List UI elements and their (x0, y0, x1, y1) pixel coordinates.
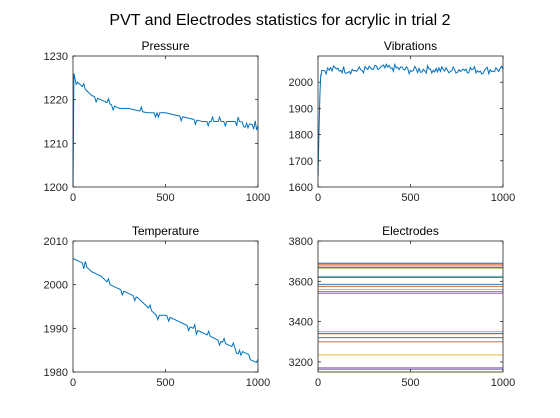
temperature-series-line (72, 258, 259, 364)
vibrations-y-tick-label: 1900 (289, 103, 313, 115)
vibrations-axes-box (317, 55, 504, 188)
temperature-y-tick-label: 1990 (44, 323, 68, 335)
vibrations-y-tick-label: 1600 (289, 182, 313, 194)
vibrations-title: Vibrations (384, 39, 437, 53)
vibrations-y-tick-label: 1800 (289, 130, 313, 142)
pressure-x-tick-label: 0 (70, 192, 76, 204)
electrodes-x-tick-label: 0 (315, 377, 321, 389)
electrodes-y-tick-label: 3200 (289, 357, 313, 369)
electrodes-y-tick-label: 3600 (289, 276, 313, 288)
temperature-y-tick-label: 2000 (44, 280, 68, 292)
pressure-x-tick-label: 500 (156, 192, 174, 204)
vibrations-x-tick-label: 500 (401, 192, 419, 204)
pressure-y-tick-label: 1230 (44, 51, 68, 63)
temperature-title: Temperature (132, 224, 200, 238)
pressure-y-tick-label: 1200 (44, 182, 68, 194)
pressure-y-tick-label: 1210 (44, 138, 68, 150)
temperature-y-tick-label: 1980 (44, 367, 68, 379)
pressure-title: Pressure (141, 39, 189, 53)
vibrations-y-tick-label: 1700 (289, 156, 313, 168)
pressure-x-tick-label: 1000 (246, 192, 270, 204)
pressure-series-line (72, 73, 259, 188)
temperature-x-tick-label: 1000 (246, 377, 270, 389)
electrodes-y-tick-label: 3800 (289, 236, 313, 248)
temperature-x-tick-label: 500 (156, 377, 174, 389)
figure-title: PVT and Electrodes statistics for acryli… (109, 12, 450, 29)
electrodes-axes-box (317, 240, 504, 373)
vibrations-x-tick-label: 0 (315, 192, 321, 204)
vibrations-series-line (317, 62, 504, 177)
temperature-x-tick-label: 0 (70, 377, 76, 389)
vibrations-y-tick-label: 2000 (289, 77, 313, 89)
electrodes-title: Electrodes (382, 224, 439, 238)
temperature-axes-box (72, 240, 259, 373)
electrodes-y-tick-label: 3400 (289, 317, 313, 329)
vibrations-x-tick-label: 1000 (491, 192, 515, 204)
pressure-y-tick-label: 1220 (44, 95, 68, 107)
temperature-y-tick-label: 2010 (44, 236, 68, 248)
electrodes-x-tick-label: 500 (401, 377, 419, 389)
electrodes-x-tick-label: 1000 (491, 377, 515, 389)
